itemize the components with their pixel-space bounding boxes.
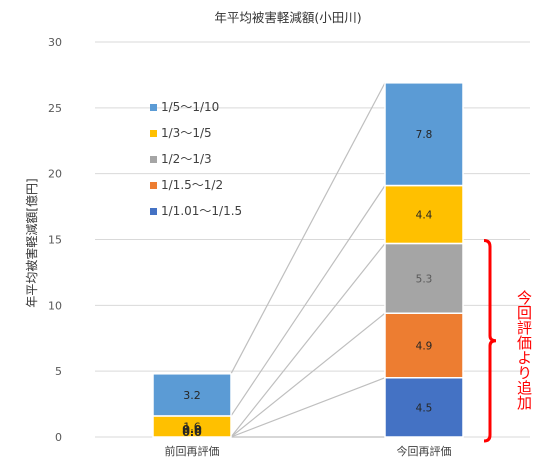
chart-title: 年平均被害軽減額(小田川) — [214, 10, 361, 25]
bar-value-label: 4.5 — [416, 402, 433, 414]
bar-value-label: 4.9 — [416, 340, 433, 352]
annotation-bracket — [483, 238, 497, 443]
x-tick-label: 今回再評価 — [397, 444, 452, 458]
legend-swatch — [150, 130, 157, 137]
bar-value-labels: 0.00.01.63.24.54.95.34.47.8 — [182, 129, 432, 439]
y-tick-label: 30 — [48, 36, 62, 49]
legend: 1/5〜1/10 1/3〜1/5 1/2〜1/3 1/1.5〜1/2 1/1.01〜1/… — [150, 100, 242, 218]
legend-label: 1/5〜1/10 — [161, 100, 219, 114]
bar-value-label: 7.8 — [416, 129, 433, 141]
bars — [152, 82, 464, 438]
y-tick-label: 20 — [48, 168, 62, 181]
bar-value-label: 3.2 — [183, 389, 201, 402]
connector-lines — [230, 82, 386, 438]
bar-value-label: 4.4 — [416, 209, 433, 221]
legend-swatch — [150, 208, 157, 215]
bar-segment — [384, 82, 464, 187]
legend-label: 1/3〜1/5 — [161, 126, 212, 140]
y-axis-label: 年平均被害軽減額[億円] — [24, 178, 39, 307]
y-tick-labels: 0 5 10 15 20 25 30 — [48, 36, 62, 444]
y-tick-label: 5 — [55, 365, 62, 378]
bar-segment — [384, 242, 464, 314]
connector-line — [230, 312, 386, 438]
bar-value-label: 0.0 — [182, 426, 202, 439]
x-tick-labels: 前回再評価 今回再評価 — [165, 444, 452, 458]
connector-line — [230, 243, 386, 438]
y-tick-label: 25 — [48, 102, 62, 115]
y-tick-label: 0 — [55, 431, 62, 444]
bar-value-label: 0.0 — [182, 423, 202, 436]
connector-line — [230, 185, 386, 417]
bar-segment — [384, 184, 464, 245]
x-tick-label: 前回再評価 — [165, 444, 220, 458]
legend-swatch — [150, 104, 157, 111]
legend-label: 1/2〜1/3 — [161, 152, 212, 166]
bar-segment — [384, 377, 464, 438]
legend-swatch — [150, 156, 157, 163]
bar-segment — [152, 373, 232, 417]
connector-line — [230, 82, 386, 375]
y-tick-label: 10 — [48, 299, 62, 312]
annotation-text: 今回評価より追加 — [515, 290, 533, 411]
bar-value-label: 1.6 — [183, 420, 201, 433]
bar-segment — [384, 312, 464, 379]
legend-label: 1/1.5〜1/2 — [161, 178, 223, 192]
annotation: 今回評価より追加 — [483, 238, 533, 443]
connector-line — [230, 377, 386, 438]
legend-label: 1/1.01〜1/1.5 — [161, 204, 242, 218]
bar-value-label: 5.3 — [416, 273, 433, 285]
y-tick-label: 15 — [48, 234, 62, 247]
gridlines — [95, 41, 530, 438]
legend-swatch — [150, 182, 157, 189]
